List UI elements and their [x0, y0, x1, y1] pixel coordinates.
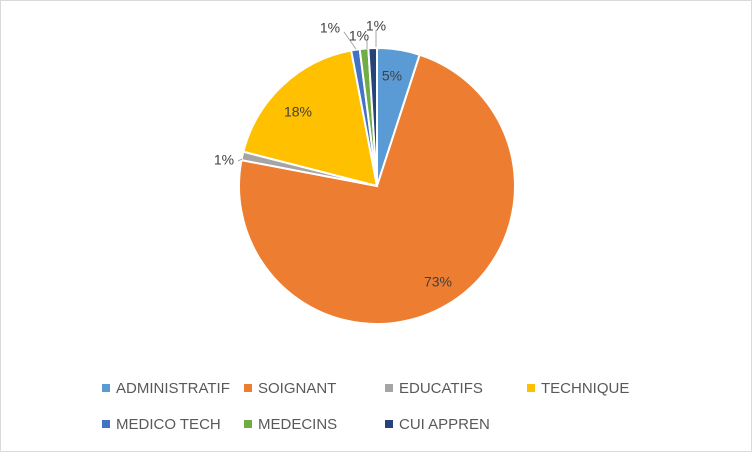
legend-item-medico-tech: MEDICO TECH — [102, 412, 221, 436]
data-label-cui-appren: 1% — [366, 18, 386, 34]
legend-swatch — [102, 384, 110, 392]
pie-slice-technique — [242, 49, 379, 188]
legend-swatch — [385, 384, 393, 392]
legend-label: MEDICO TECH — [116, 415, 221, 433]
legend-swatch — [244, 420, 252, 428]
legend-item-educatifs: EDUCATIFS — [385, 376, 483, 400]
legend-item-medecins: MEDECINS — [244, 412, 337, 436]
data-label-educatifs: 1% — [214, 152, 234, 168]
leader-line — [343, 31, 357, 50]
legend-swatch — [244, 384, 252, 392]
data-label-medico-tech: 1% — [320, 20, 340, 36]
legend-label: EDUCATIFS — [399, 379, 483, 397]
legend-label: MEDECINS — [258, 415, 338, 433]
pie-chart: 5%73%1%18%1% 1%1% — [214, 18, 516, 325]
legend-swatch — [385, 420, 393, 428]
legend-item-soignant: SOIGNANT — [244, 376, 336, 400]
legend-item-cui-appren: CUI APPREN — [385, 412, 490, 436]
data-label-administratif: 5% — [382, 68, 402, 84]
legend-item-technique: TECHNIQUE — [527, 376, 629, 400]
legend-row-2: MEDICO TECH MEDECINS CUI APPREN — [1, 412, 751, 436]
leader-line — [237, 158, 243, 162]
data-label-technique: 18% — [284, 104, 312, 120]
pie-slice-soignant — [238, 53, 516, 325]
data-label-medecins: 1% — [349, 28, 369, 44]
pie-slice-cui-appren — [367, 46, 378, 187]
legend-label: SOIGNANT — [258, 379, 337, 397]
legend-swatch — [102, 420, 110, 428]
legend-swatch — [527, 384, 535, 392]
legend-label: TECHNIQUE — [541, 379, 630, 397]
data-label-soignant: 73% — [424, 274, 452, 290]
legend-item-administratif: ADMINISTRATIF — [102, 376, 230, 400]
legend-row-1: ADMINISTRATIF SOIGNANT EDUCATIFS TECHNIQ… — [1, 376, 751, 400]
legend-label: CUI APPREN — [399, 415, 490, 433]
legend-label: ADMINISTRATIF — [116, 379, 230, 397]
